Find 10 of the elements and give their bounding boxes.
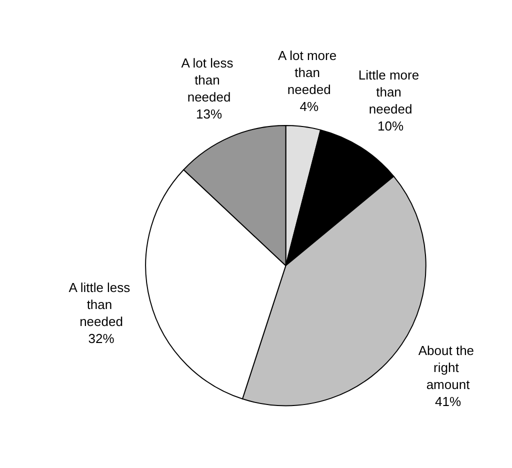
data-label: 10%: [378, 118, 404, 134]
data-label: 41%: [435, 394, 462, 409]
slice-label: A lot more than needed: [278, 48, 340, 97]
data-label: 13%: [196, 106, 222, 122]
slice-label: Little more than needed: [358, 68, 423, 117]
slice-label: About the right amount: [418, 342, 478, 392]
slice-label: A lot less than needed: [181, 55, 237, 104]
data-label: 32%: [88, 331, 115, 346]
slice-label: A little less than needed: [68, 280, 134, 330]
data-label: 4%: [300, 98, 319, 114]
